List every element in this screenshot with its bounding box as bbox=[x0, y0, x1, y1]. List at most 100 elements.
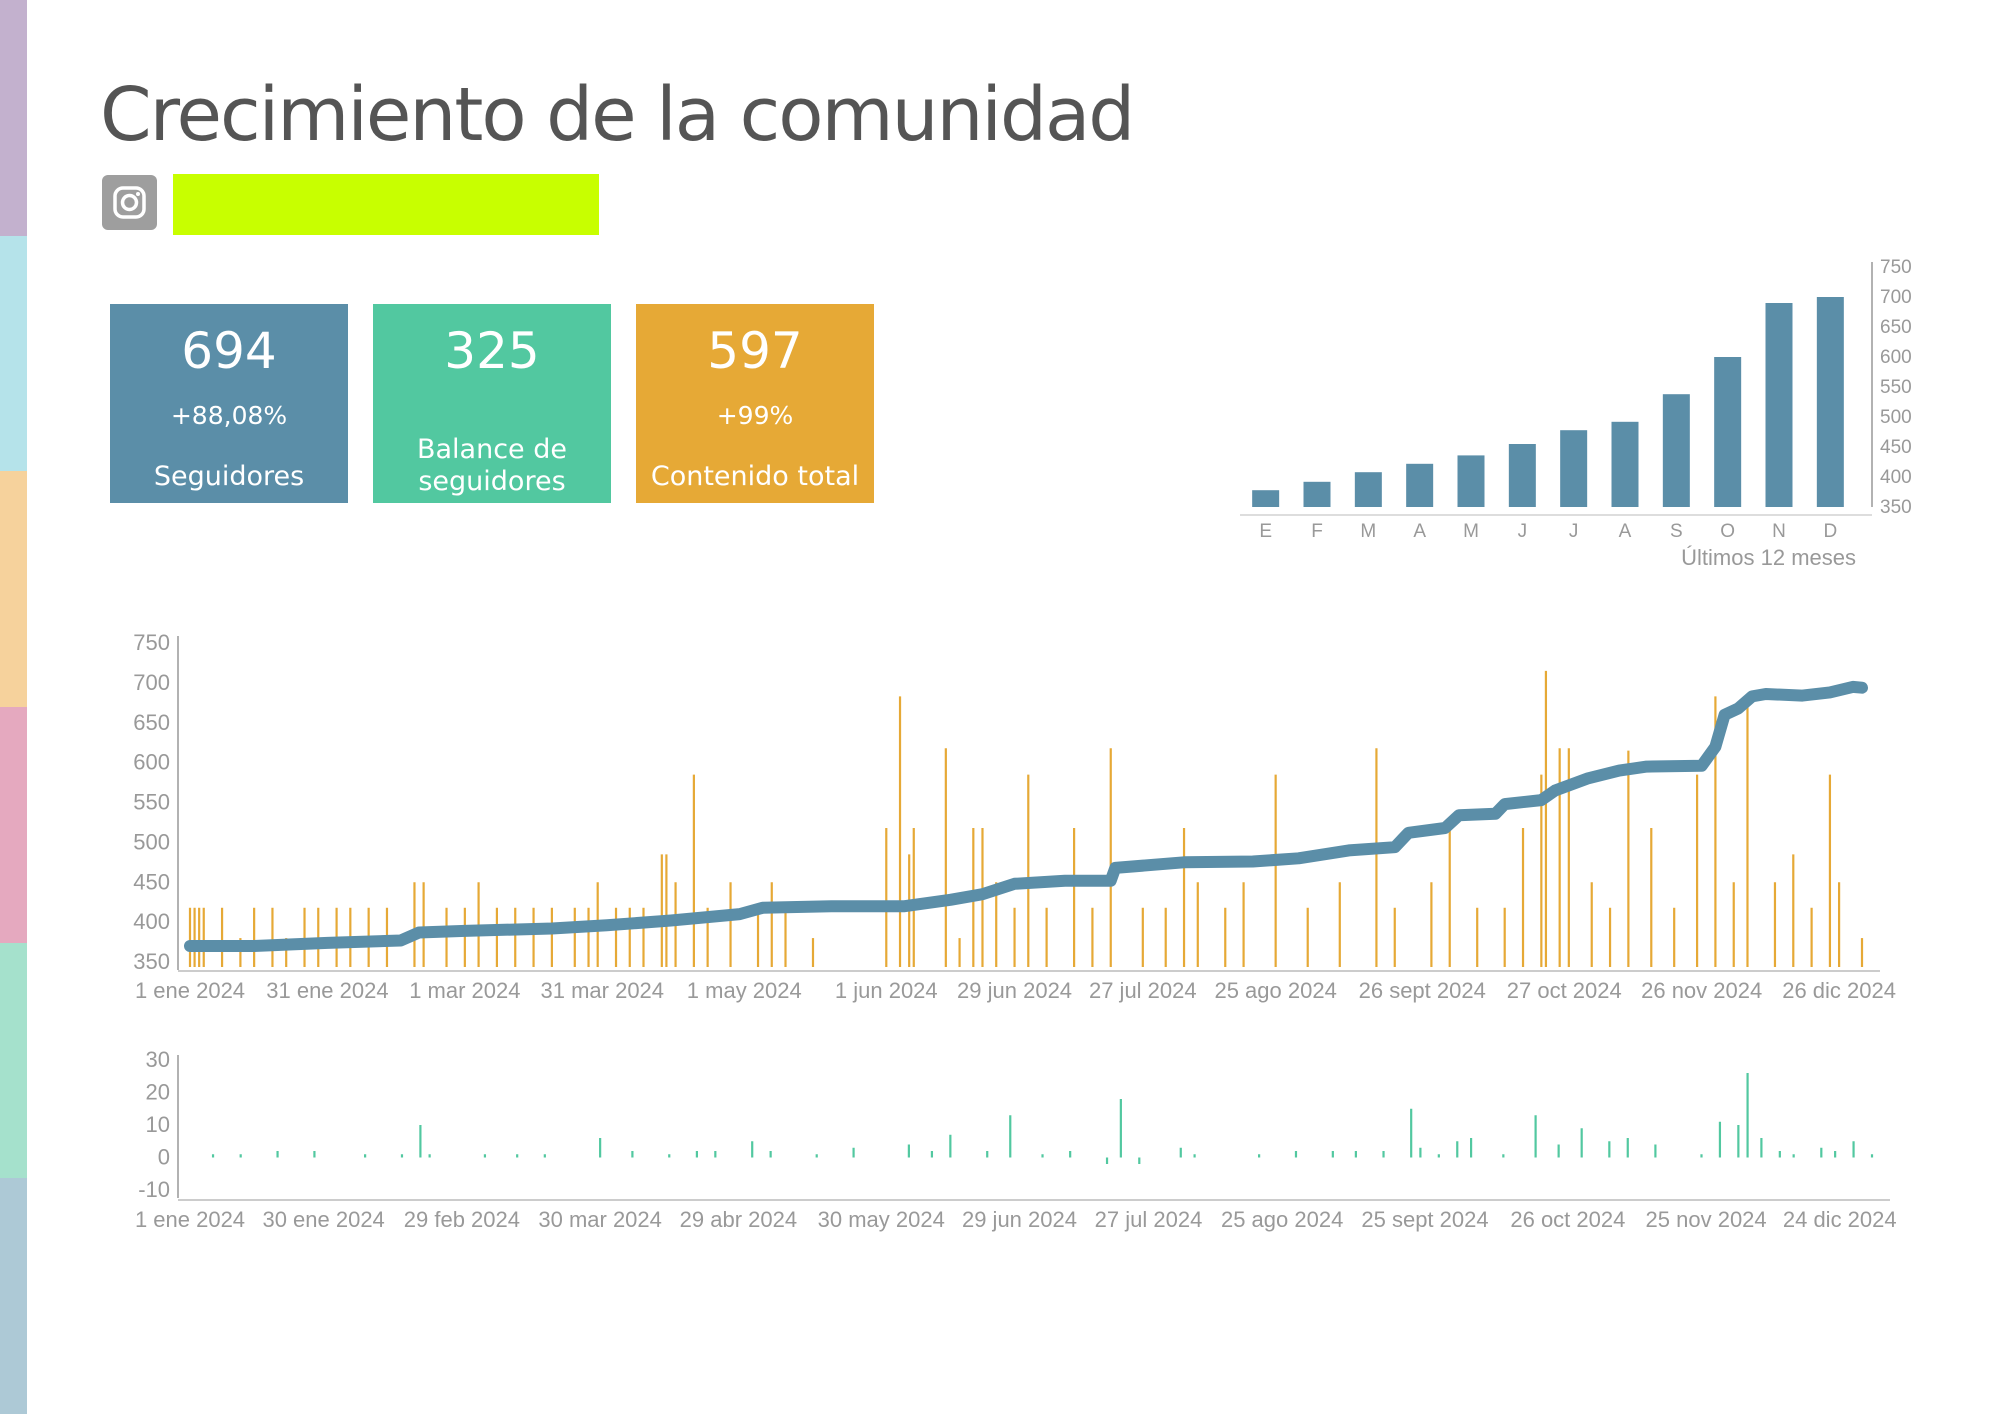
x-tick-label: 31 ene 2024 bbox=[266, 978, 388, 1003]
x-tick-label: 1 may 2024 bbox=[687, 978, 802, 1003]
bar bbox=[1560, 430, 1588, 507]
x-axis-label: Últimos 12 meses bbox=[1681, 545, 1856, 570]
x-tick-label: 26 dic 2024 bbox=[1782, 978, 1896, 1003]
x-tick-label: A bbox=[1413, 521, 1426, 542]
kpi-value: 694 bbox=[181, 322, 277, 380]
bar bbox=[1303, 481, 1331, 507]
y-tick-label: 400 bbox=[133, 909, 170, 934]
color-stripe bbox=[0, 0, 27, 236]
x-tick-label: 30 mar 2024 bbox=[538, 1207, 662, 1232]
daily-balance-chart: -10 0 10 20 30 1 ene 2024 30 ene 2024 29 feb 20… bbox=[135, 1047, 1897, 1232]
x-tick-label: S bbox=[1670, 521, 1683, 542]
x-tick-label: 25 ago 2024 bbox=[1221, 1207, 1343, 1232]
y-tick-label: 30 bbox=[146, 1047, 170, 1072]
y-tick-label: 350 bbox=[1880, 497, 1912, 518]
color-stripe bbox=[0, 942, 27, 1179]
x-tick-label: 29 feb 2024 bbox=[404, 1207, 520, 1232]
y-tick-label: 350 bbox=[133, 949, 170, 974]
x-tick-label: 26 oct 2024 bbox=[1510, 1207, 1625, 1232]
daily-followers-chart: 350 400 450 500 550 600 650 700 750 1 ene 2024 31 … bbox=[133, 630, 1896, 1003]
y-tick-label: 550 bbox=[1880, 377, 1912, 398]
y-tick-label: 600 bbox=[1880, 347, 1912, 368]
x-tick-label: 27 jul 2024 bbox=[1095, 1207, 1203, 1232]
bar bbox=[1611, 421, 1639, 507]
bar bbox=[1714, 357, 1742, 507]
bar bbox=[1252, 490, 1280, 507]
x-tick-label: 31 mar 2024 bbox=[541, 978, 665, 1003]
x-tick-label: A bbox=[1619, 521, 1632, 542]
y-tick-label: 450 bbox=[1880, 437, 1912, 458]
x-tick-label: 1 ene 2024 bbox=[135, 1207, 245, 1232]
bar bbox=[1508, 444, 1536, 507]
color-stripe bbox=[0, 706, 27, 943]
y-tick-label: 400 bbox=[1880, 467, 1912, 488]
bar bbox=[1662, 394, 1690, 507]
y-tick-label: 500 bbox=[1880, 407, 1912, 428]
x-tick-label: E bbox=[1259, 521, 1272, 542]
x-tick-label: 30 may 2024 bbox=[818, 1207, 945, 1232]
y-tick-label: 500 bbox=[133, 829, 170, 854]
bar bbox=[1457, 455, 1485, 507]
x-tick-label: 1 mar 2024 bbox=[409, 978, 520, 1003]
x-tick-label: 25 ago 2024 bbox=[1214, 978, 1336, 1003]
kpi-label: Contenido total bbox=[650, 461, 860, 492]
x-tick-label: O bbox=[1720, 521, 1735, 542]
x-tick-label: N bbox=[1772, 521, 1786, 542]
kpi-label: Balance de seguidores bbox=[416, 434, 568, 497]
kpi-label: Seguidores bbox=[153, 461, 305, 492]
x-tick-label: 24 dic 2024 bbox=[1783, 1207, 1897, 1232]
y-tick-label: 700 bbox=[133, 670, 170, 695]
y-tick-label: 600 bbox=[133, 750, 170, 775]
bar bbox=[1354, 472, 1382, 507]
y-tick-label: 700 bbox=[1880, 287, 1912, 308]
kpi-content: 597 +99% Contenido total bbox=[636, 304, 874, 503]
x-tick-label: J bbox=[1518, 521, 1528, 542]
color-stripe bbox=[0, 471, 27, 707]
x-tick-label: 27 jul 2024 bbox=[1089, 978, 1197, 1003]
x-tick-label: 26 sept 2024 bbox=[1359, 978, 1486, 1003]
color-stripe bbox=[0, 1178, 27, 1414]
x-tick-label: M bbox=[1360, 521, 1376, 542]
x-tick-label: 29 jun 2024 bbox=[957, 978, 1072, 1003]
x-tick-label: 25 sept 2024 bbox=[1361, 1207, 1488, 1232]
x-tick-label: 30 ene 2024 bbox=[262, 1207, 384, 1232]
y-tick-label: 0 bbox=[158, 1145, 170, 1170]
followers-line bbox=[184, 680, 1868, 952]
page-title: Crecimiento de la comunidad bbox=[100, 72, 1135, 158]
kpi-value: 325 bbox=[444, 322, 540, 380]
kpi-change: +88,08% bbox=[170, 401, 288, 430]
y-tick-label: 750 bbox=[133, 630, 170, 655]
x-tick-label: M bbox=[1463, 521, 1479, 542]
x-tick-label: 26 nov 2024 bbox=[1641, 978, 1762, 1003]
x-tick-label: 25 nov 2024 bbox=[1646, 1207, 1767, 1232]
kpi-followers: 694 +88,08% Seguidores bbox=[110, 304, 348, 503]
account-name-highlight bbox=[173, 174, 599, 235]
x-tick-label: F bbox=[1311, 521, 1323, 542]
bar bbox=[1406, 463, 1434, 507]
x-tick-label: 29 abr 2024 bbox=[680, 1207, 797, 1232]
y-tick-label: 450 bbox=[133, 869, 170, 894]
bar bbox=[1765, 303, 1793, 507]
instagram-icon bbox=[102, 175, 157, 230]
kpi-balance: 325 Balance de seguidores bbox=[373, 304, 611, 503]
y-tick-label: 10 bbox=[146, 1112, 170, 1137]
x-tick-label: D bbox=[1823, 521, 1837, 542]
x-tick-label: 29 jun 2024 bbox=[962, 1207, 1077, 1232]
monthly-bar-chart: 350 400 450 500 550 600 650 700 750 E F M A M J J A S O N DÚ… bbox=[1240, 257, 1912, 570]
x-tick-label: J bbox=[1569, 521, 1579, 542]
bar bbox=[1816, 297, 1844, 507]
x-tick-label: 1 ene 2024 bbox=[135, 978, 245, 1003]
y-tick-label: 550 bbox=[133, 790, 170, 815]
color-stripe bbox=[0, 235, 27, 472]
y-tick-label: -10 bbox=[138, 1177, 170, 1202]
side-color-stripes bbox=[0, 0, 27, 1414]
kpi-value: 597 bbox=[707, 322, 803, 380]
y-tick-label: 20 bbox=[146, 1080, 170, 1105]
x-tick-label: 27 oct 2024 bbox=[1507, 978, 1622, 1003]
x-tick-label: 1 jun 2024 bbox=[835, 978, 938, 1003]
y-tick-label: 750 bbox=[1880, 257, 1912, 278]
kpi-change: +99% bbox=[716, 401, 794, 430]
y-tick-label: 650 bbox=[133, 710, 170, 735]
y-tick-label: 650 bbox=[1880, 317, 1912, 338]
